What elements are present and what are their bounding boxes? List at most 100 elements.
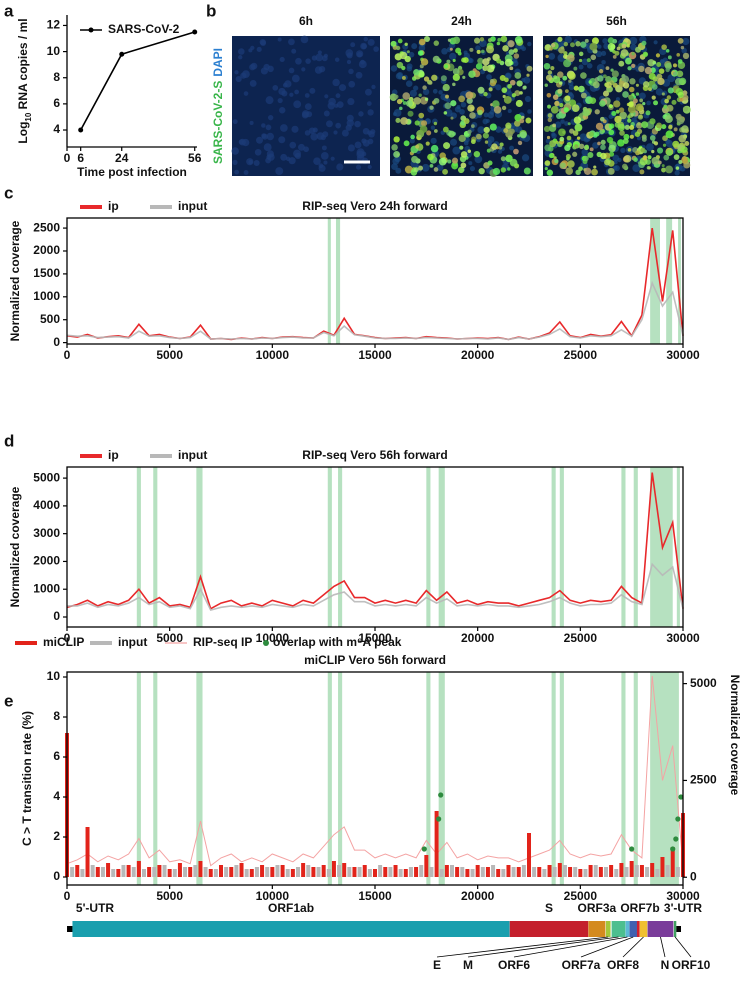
nucleus <box>265 96 274 105</box>
infected-cell <box>572 130 579 136</box>
infected-cell <box>606 136 614 144</box>
nucleus <box>320 152 329 160</box>
bar <box>485 867 490 877</box>
bar <box>136 861 141 877</box>
infected-cell <box>474 37 481 44</box>
nucleus <box>354 141 362 149</box>
bar <box>660 857 665 877</box>
bar <box>542 869 547 877</box>
bar <box>254 867 259 877</box>
nucleus <box>554 121 562 128</box>
infected-cell <box>649 118 656 125</box>
nucleus <box>602 38 608 44</box>
infected-cell <box>394 94 399 99</box>
nucleus <box>348 80 356 88</box>
infected-cell <box>666 104 674 112</box>
bar <box>424 855 429 877</box>
bar <box>111 869 116 877</box>
infected-cell <box>573 66 578 71</box>
bar <box>388 867 393 877</box>
bar <box>265 867 270 877</box>
highlight-region <box>335 218 341 344</box>
bar <box>665 865 670 877</box>
bar <box>219 865 223 877</box>
highlight-region <box>438 467 445 627</box>
infected-cell <box>629 78 636 85</box>
bar <box>588 865 593 877</box>
infected-cell <box>657 77 665 86</box>
infected-cell <box>433 97 440 104</box>
nucleus <box>312 127 318 133</box>
y-tick-label: 3000 <box>33 526 60 540</box>
bar <box>675 867 680 877</box>
infected-cell <box>562 75 568 81</box>
infected-cell <box>573 85 579 91</box>
chart-title: RIP-seq Vero 24h forward <box>302 199 447 213</box>
nucleus <box>432 88 438 94</box>
coverage-line <box>66 675 684 867</box>
legend-label: RIP-seq IP <box>193 635 252 649</box>
x-tick-label: 30000 <box>666 348 700 362</box>
bar <box>480 867 485 877</box>
nucleus <box>334 103 339 108</box>
infected-cell <box>447 159 452 164</box>
nucleus <box>645 143 654 152</box>
infected-cell <box>578 143 585 150</box>
infected-cell <box>628 86 635 93</box>
nucleus <box>390 65 398 72</box>
infected-cell <box>452 68 460 75</box>
infected-cell <box>477 109 483 116</box>
nucleus <box>339 84 347 92</box>
nucleus <box>289 92 294 97</box>
bar <box>408 867 413 877</box>
bar <box>629 861 634 877</box>
y-tick-label: 4 <box>53 789 60 803</box>
infected-cell <box>395 117 401 123</box>
nucleus <box>449 52 457 61</box>
bar <box>70 867 75 877</box>
coverage-line <box>67 562 684 612</box>
bar <box>655 869 660 877</box>
nucleus <box>243 91 249 96</box>
bar <box>537 867 542 877</box>
nucleus <box>373 46 379 52</box>
highlight-region <box>196 672 203 885</box>
nucleus <box>266 132 275 141</box>
infected-cell <box>595 122 604 131</box>
nucleus <box>367 164 372 170</box>
x-tick-label: 10000 <box>256 889 290 903</box>
bar <box>75 865 80 877</box>
infected-cell <box>574 123 583 132</box>
nucleus <box>564 35 572 44</box>
y-tick-label: 2000 <box>33 554 60 568</box>
y-axis-label: Normalized coverage <box>8 220 22 341</box>
nucleus <box>322 131 329 138</box>
infected-cell <box>615 109 620 114</box>
coverage-line <box>66 472 684 610</box>
infected-cell <box>612 82 618 88</box>
bar <box>609 865 614 877</box>
nucleus <box>495 126 502 133</box>
nucleus <box>497 149 503 154</box>
y-tick-label: 2000 <box>33 243 60 257</box>
infected-cell <box>492 167 501 176</box>
nucleus <box>674 170 680 176</box>
gene <box>625 921 630 937</box>
infected-cell <box>599 100 606 107</box>
infected-cell <box>459 145 464 150</box>
x-tick-label: 25000 <box>564 889 598 903</box>
infected-cell <box>450 100 457 107</box>
highlight-region <box>559 467 564 627</box>
bar <box>439 869 444 877</box>
nucleus <box>355 164 362 170</box>
nucleus <box>601 59 606 65</box>
bar <box>285 869 290 877</box>
bar <box>670 847 675 877</box>
infected-cell <box>663 154 670 161</box>
infected-cell <box>507 83 512 89</box>
nucleus <box>327 102 336 110</box>
infected-cell <box>578 51 584 57</box>
infected-cell <box>420 58 429 66</box>
infected-cell <box>598 69 604 74</box>
